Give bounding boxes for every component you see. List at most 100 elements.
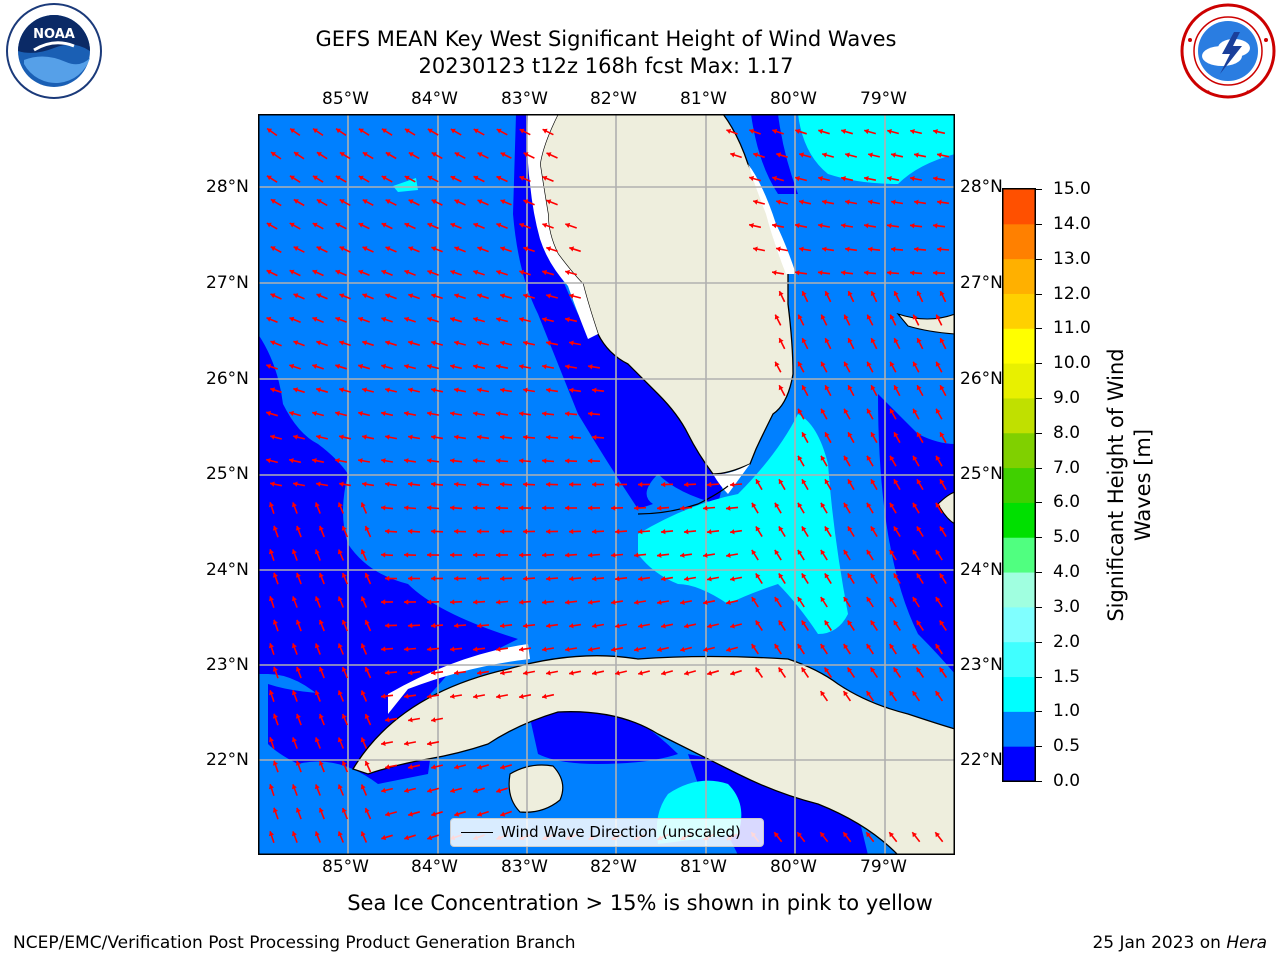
wave-direction-arrowhead: [473, 269, 479, 275]
colorbar-segment: [1003, 641, 1035, 678]
low-wave-region-gulf-cuba: [528, 707, 678, 764]
wave-direction-arrowhead: [565, 646, 570, 652]
wave-direction-arrowhead: [408, 717, 413, 723]
colorbar-tick-mark: [1036, 363, 1042, 365]
wave-direction-arrowhead: [272, 807, 278, 813]
wave-direction-arrowhead: [404, 175, 410, 181]
wave-direction-arrowhead: [408, 434, 413, 440]
wave-direction-arrowhead: [339, 293, 345, 299]
wave-direction-arrowhead: [841, 270, 846, 276]
wave-direction-arrowhead: [339, 434, 344, 440]
wave-direction-arrowhead: [847, 479, 853, 485]
wave-direction-arrowhead: [358, 411, 363, 417]
wave-direction-arrowhead: [314, 549, 320, 555]
wave-direction-arrowhead: [272, 713, 278, 719]
wave-direction-arrowhead: [381, 411, 386, 417]
wave-direction-arrowhead: [358, 316, 364, 322]
wave-direction-arrowhead: [500, 387, 505, 393]
wave-direction-arrowhead: [818, 176, 823, 182]
wave-direction-arrowhead: [546, 246, 552, 252]
wave-direction-arrowhead: [427, 599, 432, 605]
wave-direction-arrowhead: [337, 690, 343, 696]
wave-direction-arrowhead: [314, 737, 320, 743]
colorbar-tick-label: 12.0: [1053, 283, 1091, 304]
wave-direction-arrowhead: [314, 643, 320, 649]
wave-direction-arrowhead: [751, 597, 757, 602]
wave-direction-arrowhead: [341, 667, 347, 672]
wave-direction-arrowhead: [824, 291, 830, 297]
wave-direction-arrowhead: [634, 646, 639, 652]
wave-direction-arrowhead: [774, 502, 780, 508]
wave-direction-arrowhead: [937, 152, 942, 158]
wave-direction-arrowhead: [314, 690, 320, 696]
colorbar-tick-mark: [1036, 606, 1042, 608]
wave-direction-arrowhead: [408, 199, 414, 205]
wave-direction-arrowhead: [335, 411, 340, 417]
wave-direction-arrowhead: [362, 152, 368, 157]
wave-direction-arrowhead: [293, 434, 298, 440]
wave-direction-arrowhead: [893, 620, 899, 626]
wave-direction-arrowhead: [755, 526, 761, 532]
colorbar-segment: [1003, 746, 1035, 782]
colorbar-segment: [1003, 432, 1035, 469]
wave-direction-arrowhead: [473, 128, 479, 134]
colorbar-segment: [1003, 502, 1035, 538]
wave-direction-arrowhead: [408, 481, 413, 487]
lat-label-right-0: 28°N: [960, 177, 1003, 197]
wave-direction-arrowhead: [431, 246, 437, 252]
colorbar-tick-label: 3.0: [1053, 596, 1081, 617]
wave-direction-arrowhead: [496, 788, 502, 794]
wave-direction-arrowhead: [799, 199, 804, 205]
wave-direction-arrowhead: [270, 199, 276, 204]
wave-direction-arrowhead: [866, 408, 872, 414]
wave-direction-arrowhead: [778, 620, 784, 626]
wave-direction-arrowhead: [318, 619, 324, 625]
wave-direction-arrowhead: [271, 152, 276, 157]
wave-direction-arrowhead: [360, 596, 366, 602]
wave-direction-arrowhead: [638, 623, 643, 629]
wave-direction-arrowhead: [870, 573, 876, 579]
chart-title: GEFS MEAN Key West Significant Height of…: [315, 27, 897, 51]
wave-direction-arrowhead: [843, 408, 849, 414]
colorbar-tick-mark: [1036, 397, 1042, 399]
wave-direction-arrowhead: [592, 387, 597, 393]
wave-direction-arrowhead: [477, 387, 482, 393]
wave-direction-arrowhead: [362, 246, 368, 252]
wave-direction-arrowhead: [270, 481, 275, 487]
wave-direction-arrowhead: [935, 644, 941, 649]
lon-label-top-0: 85°W: [322, 89, 369, 109]
wave-direction-arrowhead: [611, 552, 616, 558]
wave-direction-arrowhead: [523, 293, 528, 299]
colorbar-tick-label: 6.0: [1053, 492, 1081, 513]
wave-direction-arrowhead: [496, 505, 501, 511]
wave-direction-arrowhead: [360, 737, 366, 743]
wave-direction-arrowhead: [519, 317, 524, 323]
wave-direction-arrowhead: [569, 623, 574, 629]
wave-direction-arrowhead: [473, 646, 478, 652]
wave-direction-arrowhead: [592, 528, 597, 535]
wave-direction-arrowhead: [385, 434, 390, 440]
wave-direction-arrowhead: [776, 199, 781, 205]
wave-direction-arrowhead: [341, 620, 347, 625]
wave-direction-arrowhead: [500, 246, 506, 252]
wave-direction-arrowhead: [431, 811, 437, 817]
wave-direction-arrowhead: [887, 270, 892, 276]
wave-direction-arrowhead: [847, 573, 853, 579]
wave-direction-arrowhead: [801, 479, 807, 485]
wave-direction-arrowhead: [454, 481, 459, 487]
wave-direction-arrowhead: [870, 620, 876, 626]
wave-direction-arrowhead: [843, 644, 849, 649]
wave-direction-arrowhead: [774, 644, 780, 649]
wave-direction-arrowhead: [818, 223, 823, 229]
wave-direction-arrowhead: [935, 691, 941, 697]
wave-direction-arrowhead: [294, 152, 299, 157]
wave-direction-arrowhead: [866, 644, 872, 649]
wave-direction-arrowhead: [289, 363, 295, 369]
wave-direction-arrowhead: [797, 455, 803, 461]
wave-direction-arrowhead: [887, 129, 892, 135]
wave-direction-arrowhead: [523, 387, 528, 393]
wave-direction-arrowhead: [887, 176, 892, 182]
nws-logo: [1180, 3, 1276, 99]
wave-direction-arrowhead: [592, 623, 597, 629]
wave-direction-arrowhead: [939, 573, 945, 579]
